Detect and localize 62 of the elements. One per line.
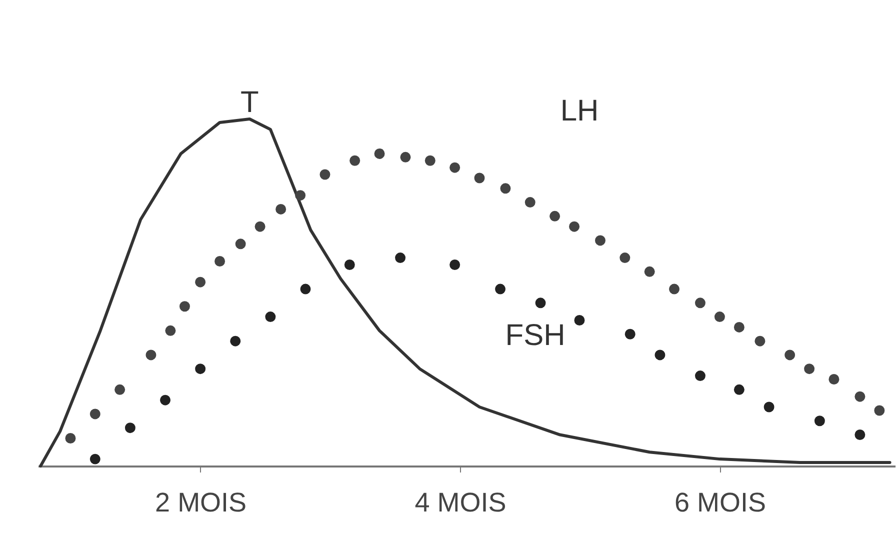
point [124, 422, 136, 434]
x-tick-label: 4 MOIS [414, 488, 506, 518]
series-label: T [240, 86, 259, 119]
point [828, 374, 840, 384]
point [214, 256, 226, 267]
point [90, 408, 100, 420]
point [474, 172, 485, 184]
point [574, 315, 585, 326]
point [694, 370, 706, 382]
text: LH [560, 94, 599, 128]
point [160, 394, 170, 406]
point [500, 183, 511, 194]
point [230, 336, 241, 346]
series-label: FSH [505, 318, 566, 352]
point [644, 266, 655, 277]
point [624, 328, 636, 340]
point [90, 454, 100, 464]
point [654, 350, 666, 360]
x-tick-label: 2 MOIS [155, 488, 247, 518]
point [350, 155, 360, 166]
point [854, 430, 866, 440]
point [734, 384, 744, 395]
point [165, 325, 176, 336]
point [179, 301, 190, 312]
point [550, 210, 560, 222]
point [450, 260, 460, 270]
point [569, 221, 580, 232]
point [344, 260, 355, 270]
point [300, 284, 311, 294]
point [450, 162, 460, 173]
point [295, 190, 306, 201]
point [764, 402, 774, 412]
point [254, 221, 266, 232]
point [669, 284, 680, 294]
point [620, 252, 630, 264]
point [195, 276, 206, 288]
point [804, 364, 815, 374]
point [265, 312, 276, 322]
point [114, 384, 126, 395]
point [694, 298, 706, 308]
point [595, 235, 606, 246]
point [276, 204, 286, 214]
point [754, 336, 766, 346]
point [395, 252, 406, 264]
point [374, 148, 385, 159]
point [65, 433, 76, 444]
point [814, 416, 825, 426]
point [784, 350, 796, 360]
point [195, 364, 206, 374]
point [535, 298, 546, 308]
point [714, 312, 725, 322]
x-tick-label: 6 MOIS [674, 488, 766, 518]
point [854, 391, 866, 402]
point [524, 197, 536, 208]
point [734, 322, 744, 332]
point [874, 405, 885, 416]
point [400, 152, 411, 162]
point [320, 169, 330, 180]
point [424, 155, 436, 166]
point [146, 350, 156, 360]
point [235, 238, 246, 250]
point [495, 284, 506, 294]
